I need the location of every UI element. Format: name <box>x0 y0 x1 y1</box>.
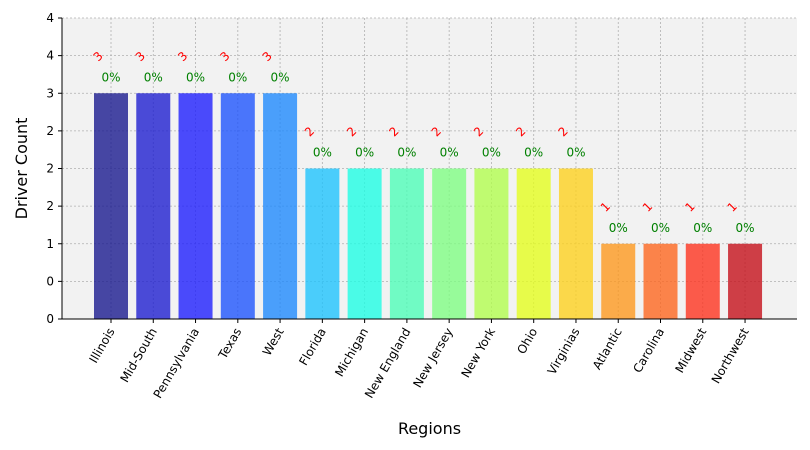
x-tick-label: Carolina <box>630 326 667 376</box>
percent-label: 0% <box>228 70 247 84</box>
bar-mid-south <box>136 93 171 319</box>
y-axis-title: Driver Count <box>12 118 31 220</box>
x-axis-title: Regions <box>398 419 461 438</box>
bar-midwest <box>685 243 720 319</box>
x-tick-label: Midwest <box>673 325 710 375</box>
x-tick-label: New England <box>362 326 413 401</box>
y-tick-label: 3 <box>46 86 54 100</box>
percent-label: 0% <box>271 70 290 84</box>
bar-texas <box>220 93 255 319</box>
y-tick-label: 0 <box>46 274 54 288</box>
percent-label: 0% <box>609 221 628 235</box>
bar-illinois <box>94 93 128 319</box>
y-tick-label: 2 <box>46 124 54 138</box>
x-tick-label: Atlantic <box>590 326 625 373</box>
x-tick-label: New Jersey <box>410 326 455 391</box>
percent-label: 0% <box>355 146 374 160</box>
bar-northwest <box>728 243 763 319</box>
percent-label: 0% <box>186 70 205 84</box>
x-tick-label: Ohio <box>514 326 540 357</box>
x-tick-label: Mid-South <box>117 326 159 385</box>
percent-label: 0% <box>482 146 501 160</box>
y-tick-label: 2 <box>46 199 54 213</box>
bar-ohio <box>516 168 551 319</box>
x-tick-label: Virginias <box>545 326 583 378</box>
x-tick-label: West <box>260 325 287 358</box>
percent-label: 0% <box>397 146 416 160</box>
percent-label: 0% <box>693 221 712 235</box>
x-tick-label: Illinois <box>86 326 117 366</box>
x-tick-label: New York <box>458 325 498 380</box>
y-tick-label: 4 <box>46 49 54 63</box>
x-tick-label: Northwest <box>709 325 752 386</box>
y-tick-label: 1 <box>46 237 54 251</box>
percent-label: 0% <box>144 70 163 84</box>
bar-pennsylvania <box>178 93 213 319</box>
bar-virginias <box>558 168 593 319</box>
x-tick-label: Pennsylvania <box>151 326 203 401</box>
bar-new-york <box>474 168 509 319</box>
percent-label: 0% <box>524 146 543 160</box>
y-tick-labels: 0 0 1 2 2 2 3 4 4 <box>46 11 62 326</box>
bar-carolina <box>643 243 678 319</box>
bar-atlantic <box>601 243 636 319</box>
percent-label: 0% <box>440 146 459 160</box>
bar-florida <box>305 168 340 319</box>
percent-label: 0% <box>736 221 755 235</box>
bar-new-england <box>389 168 424 319</box>
percent-label: 0% <box>566 146 585 160</box>
bar-michigan <box>347 168 382 319</box>
bars <box>94 93 763 319</box>
percent-label: 0% <box>101 70 120 84</box>
x-tick-label: Texas <box>215 326 244 363</box>
bar-new-jersey <box>432 168 467 319</box>
y-tick-label: 0 <box>46 312 54 326</box>
percent-label: 0% <box>651 221 670 235</box>
y-tick-label: 4 <box>46 11 54 25</box>
y-tick-label: 2 <box>46 162 54 176</box>
x-tick-label: Michigan <box>332 326 371 380</box>
percent-label: 0% <box>313 146 332 160</box>
bar-west <box>263 93 298 319</box>
x-tick-label: Florida <box>296 326 329 368</box>
